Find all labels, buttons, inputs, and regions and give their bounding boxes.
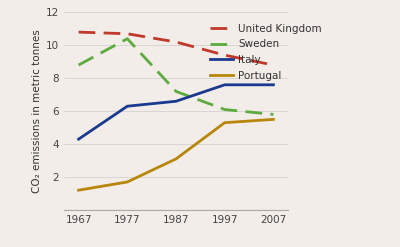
Portugal <box>174 157 178 160</box>
Line: United Kingdom: United Kingdom <box>79 32 273 65</box>
Legend: United Kingdom, Sweden, Italy, Portugal: United Kingdom, Sweden, Italy, Portugal <box>208 21 324 83</box>
United Kingdom <box>76 31 81 34</box>
Sweden <box>76 63 81 66</box>
Italy <box>174 100 178 103</box>
Line: Italy: Italy <box>79 85 273 139</box>
United Kingdom <box>271 63 276 66</box>
Italy <box>222 83 227 86</box>
Italy <box>271 83 276 86</box>
Sweden <box>271 113 276 116</box>
Portugal <box>222 121 227 124</box>
United Kingdom <box>222 54 227 57</box>
United Kingdom <box>174 41 178 43</box>
Italy <box>125 105 130 108</box>
United Kingdom <box>125 32 130 35</box>
Line: Portugal: Portugal <box>79 119 273 190</box>
Sweden <box>222 108 227 111</box>
Sweden <box>174 90 178 93</box>
Portugal <box>271 118 276 121</box>
Portugal <box>76 189 81 192</box>
Line: Sweden: Sweden <box>79 39 273 114</box>
Portugal <box>125 181 130 184</box>
Sweden <box>125 37 130 40</box>
Y-axis label: CO₂ emissions in metric tonnes: CO₂ emissions in metric tonnes <box>32 29 42 193</box>
Italy <box>76 138 81 141</box>
